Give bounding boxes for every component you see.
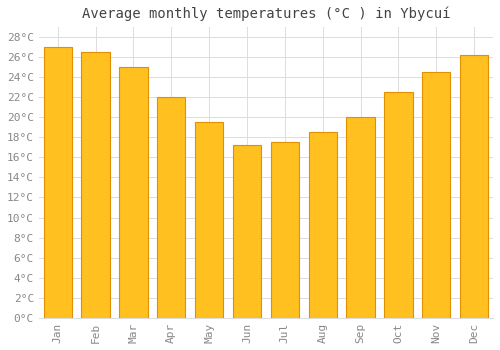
Bar	[233, 145, 261, 318]
Bar	[308, 132, 337, 318]
Bar	[195, 122, 224, 318]
Bar	[82, 52, 110, 318]
Bar	[119, 67, 148, 318]
Bar	[346, 117, 375, 318]
Bar	[44, 47, 72, 318]
Title: Average monthly temperatures (°C ) in Ybycuí: Average monthly temperatures (°C ) in Yb…	[82, 7, 450, 21]
Bar	[270, 142, 299, 318]
Bar	[157, 97, 186, 318]
Bar	[384, 92, 412, 318]
Bar	[422, 72, 450, 318]
Bar	[460, 55, 488, 318]
